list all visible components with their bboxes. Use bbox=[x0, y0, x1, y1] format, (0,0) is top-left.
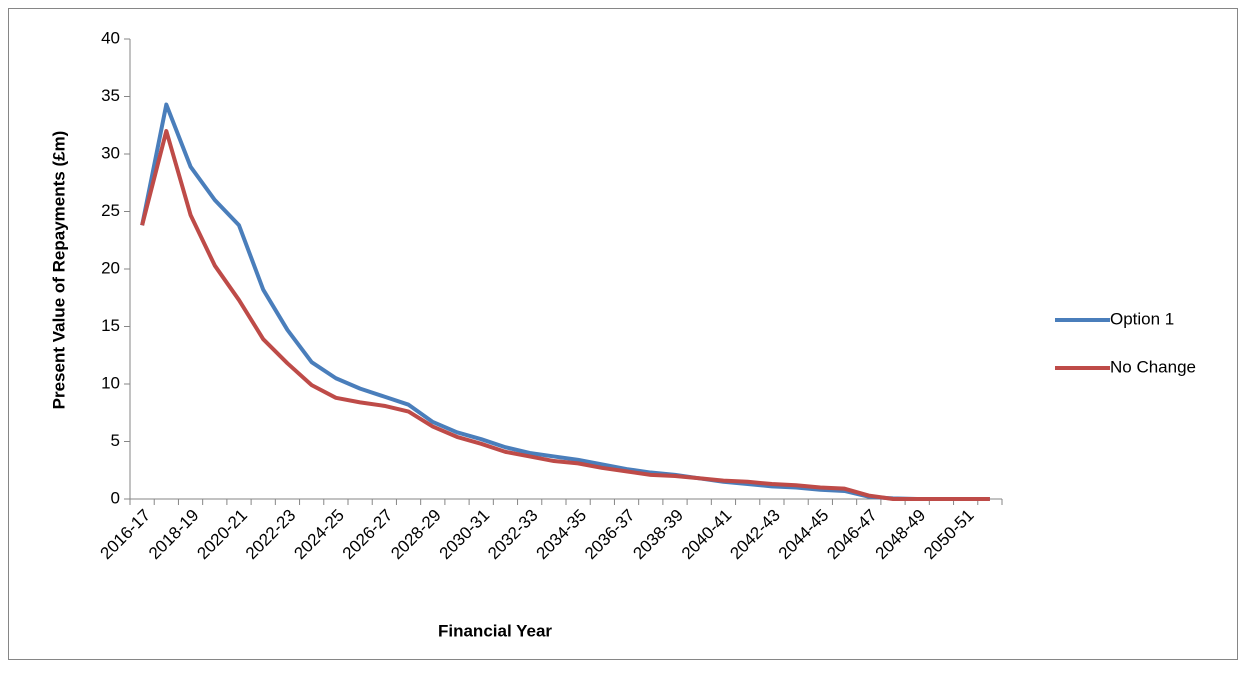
y-tick-label: 40 bbox=[101, 28, 120, 47]
x-tick-label: 2048-49 bbox=[872, 506, 930, 564]
x-tick-label: 2044-45 bbox=[775, 506, 833, 564]
x-tick-label: 2020-21 bbox=[193, 506, 251, 564]
x-tick-label: 2038-39 bbox=[629, 506, 687, 564]
y-tick-label: 15 bbox=[101, 316, 120, 335]
x-tick-label: 2028-29 bbox=[387, 506, 445, 564]
y-tick-label: 30 bbox=[101, 143, 120, 162]
legend-label: Option 1 bbox=[1110, 309, 1174, 328]
x-axis-title: Financial Year bbox=[438, 621, 552, 640]
x-tick-label: 2042-43 bbox=[726, 506, 784, 564]
y-axis-title: Present Value of Repayments (£m) bbox=[49, 131, 68, 410]
x-tick-label: 2046-47 bbox=[823, 506, 881, 564]
x-tick-label: 2024-25 bbox=[290, 506, 348, 564]
y-tick-label: 5 bbox=[111, 431, 120, 450]
x-tick-label: 2022-23 bbox=[242, 506, 300, 564]
x-tick-label: 2032-33 bbox=[484, 506, 542, 564]
x-tick-label: 2050-51 bbox=[920, 506, 978, 564]
y-tick-label: 20 bbox=[101, 258, 120, 277]
chart-border bbox=[8, 8, 1238, 660]
y-tick-label: 10 bbox=[101, 373, 120, 392]
x-tick-label: 2034-35 bbox=[533, 506, 591, 564]
x-tick-label: 2040-41 bbox=[678, 506, 736, 564]
y-tick-label: 0 bbox=[111, 488, 120, 507]
x-tick-label: 2026-27 bbox=[339, 506, 397, 564]
series-line bbox=[140, 102, 990, 501]
series-line bbox=[140, 129, 990, 501]
y-tick-label: 35 bbox=[101, 86, 120, 105]
x-tick-label: 2036-37 bbox=[581, 506, 639, 564]
x-tick-label: 2018-19 bbox=[145, 506, 203, 564]
y-tick-label: 25 bbox=[101, 201, 120, 220]
x-tick-label: 2030-31 bbox=[436, 506, 494, 564]
legend-label: No Change bbox=[1110, 357, 1196, 376]
x-tick-label: 2016-17 bbox=[97, 506, 155, 564]
